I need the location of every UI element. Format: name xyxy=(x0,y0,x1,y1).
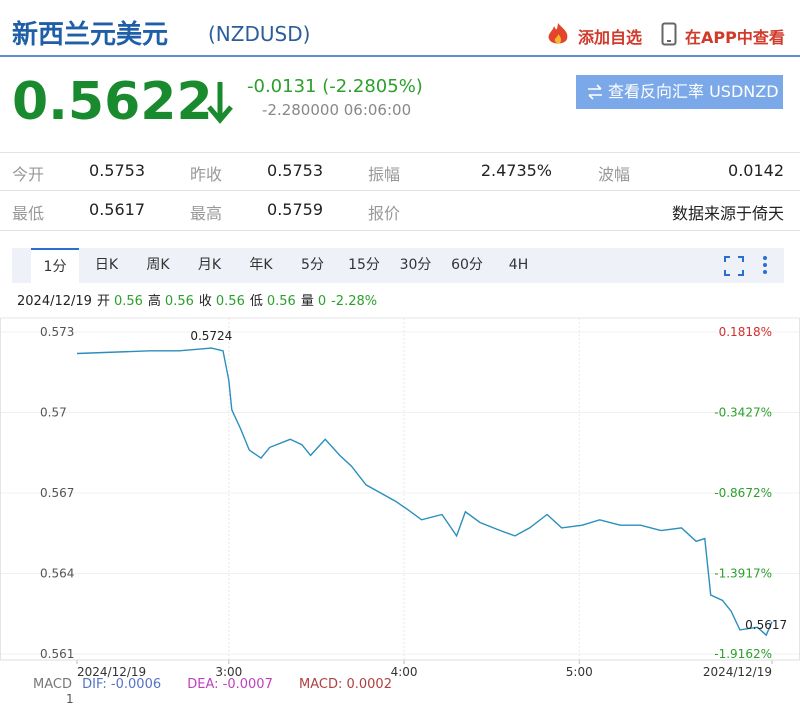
info-label: 量 xyxy=(300,294,314,309)
y-tick-label: 0.57 xyxy=(40,406,67,420)
x-tick-label: 2024/12/19 xyxy=(703,665,772,679)
y2-tick-label: 0.1818% xyxy=(719,325,772,339)
stat-value: 0.5753 xyxy=(89,161,145,180)
add-watchlist[interactable]: 添加自选 xyxy=(578,28,643,47)
info-value: 0.56 xyxy=(113,294,143,309)
price-line xyxy=(76,347,773,637)
tab[interactable]: 年K xyxy=(249,257,273,273)
info-label: 收 xyxy=(198,294,212,309)
y2-tick-label: -1.9162% xyxy=(714,647,772,661)
y-tick-label: 0.573 xyxy=(40,325,74,339)
symbol-code: (NZDUSD) xyxy=(208,22,311,46)
tab[interactable]: 60分 xyxy=(451,257,483,273)
info-date: 2024/12/19 xyxy=(17,294,92,309)
x-tick-label: 4:00 xyxy=(391,665,418,679)
y2-tick-label: -1.3917% xyxy=(714,567,772,581)
reverse-rate-label: 查看反向汇率 USDNZD xyxy=(608,82,779,101)
y2-tick-label: -0.3427% xyxy=(714,406,772,420)
info-label: 低 xyxy=(249,294,263,309)
x-tick-label: 2024/12/19 xyxy=(77,665,146,679)
annotation: 0.5724 xyxy=(190,329,232,343)
down-arrow xyxy=(207,82,233,124)
chart: 0.561 0.564 0.567 0.57 0.573 0.1818% -0.3427% -… xyxy=(0,317,800,679)
info-value: 0.56 xyxy=(266,294,296,309)
stat-label: 最低 xyxy=(12,204,45,223)
data-source: 数据来源于倚天 xyxy=(671,204,784,223)
stat-value: 0.0142 xyxy=(728,161,784,180)
divider xyxy=(0,55,800,57)
x-tick-label: 5:00 xyxy=(566,665,593,679)
y2-tick-label: -0.8672% xyxy=(714,486,772,500)
tab[interactable]: 30分 xyxy=(399,257,432,273)
info-value: 0.56 xyxy=(164,294,194,309)
more-icon[interactable] xyxy=(761,255,769,275)
info-change: -2.28% xyxy=(331,294,378,309)
annotation: 0.5617 xyxy=(745,618,787,632)
y-tick-label: 0.567 xyxy=(40,486,74,500)
stat-label: 今开 xyxy=(12,165,45,184)
stat-label: 振幅 xyxy=(368,165,401,184)
stat-value: 0.5753 xyxy=(267,161,323,180)
tab[interactable]: 15分 xyxy=(348,257,380,273)
macd-dif: DIF: -0.0006 xyxy=(82,677,162,692)
phone-icon[interactable] xyxy=(661,22,677,46)
y-tick-label: 0.561 xyxy=(40,647,74,661)
tab[interactable]: 5分 xyxy=(301,257,324,273)
stat-value: 0.5617 xyxy=(89,200,145,219)
tab[interactable]: 日K xyxy=(94,257,119,273)
x-tick-label: 3:00 xyxy=(215,665,242,679)
macd-value: MACD: 0.0002 xyxy=(299,677,392,692)
tab[interactable]: 周K xyxy=(146,257,170,273)
tab-bar: 1分 日K 周K 月K 年K 5分 15分 30分 60分 4H xyxy=(12,248,784,283)
price-change: -0.0131 (-2.2805%) xyxy=(247,76,423,97)
macd-title: MACD xyxy=(33,677,72,692)
macd-row: MACD DIF: -0.0006 DEA: -0.0007 MACD: 0.0… xyxy=(33,677,392,692)
plot-border xyxy=(0,317,800,661)
info-value: 0.56 xyxy=(215,294,245,309)
price: 0.5622 xyxy=(12,72,213,132)
stat-label: 波幅 xyxy=(598,165,631,184)
tab[interactable]: 月K xyxy=(197,257,222,273)
fullscreen-icon[interactable] xyxy=(724,256,744,276)
stat-value: 0.5759 xyxy=(267,200,323,219)
divider xyxy=(0,152,800,153)
divider xyxy=(0,190,800,191)
stat-label: 最高 xyxy=(190,204,223,223)
info-label: 高 xyxy=(147,294,161,309)
swap-icon xyxy=(588,84,602,100)
open-app[interactable]: 在APP中查看 xyxy=(685,28,785,47)
price-detail: -2.280000 06:06:00 xyxy=(262,101,412,119)
info-value: 0 xyxy=(317,294,327,309)
stat-label: 昨收 xyxy=(190,165,223,184)
flame-icon[interactable] xyxy=(545,22,571,46)
tab[interactable]: 4H xyxy=(508,257,529,273)
macd-dea: DEA: -0.0007 xyxy=(187,677,273,692)
macd-axis-label: 1 xyxy=(66,692,74,706)
info-line: 2024/12/19 开 0.56 高 0.56 收 0.56 低 0.56 量 0 -2.28% xyxy=(17,290,377,309)
divider xyxy=(0,230,800,231)
reverse-rate-button[interactable]: 查看反向汇率 USDNZD xyxy=(576,75,783,109)
stat-value: 2.4735% xyxy=(480,161,552,180)
title: 新西兰元美元 xyxy=(12,20,169,50)
info-label: 开 xyxy=(96,294,110,309)
tab[interactable]: 1分 xyxy=(31,248,79,283)
y-tick-label: 0.564 xyxy=(40,567,74,581)
stat-label: 报价 xyxy=(368,204,401,223)
